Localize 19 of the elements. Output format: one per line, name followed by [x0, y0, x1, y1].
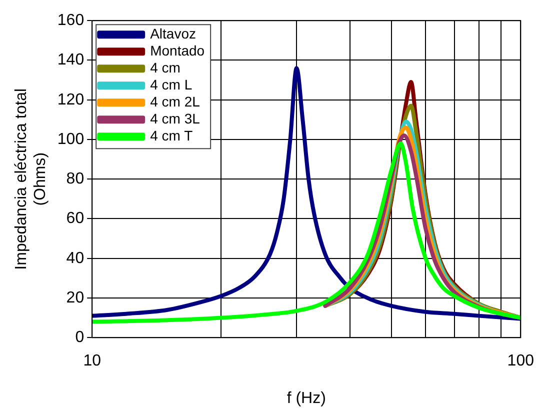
y-tick-label: 40: [66, 250, 84, 267]
y-tick-label: 140: [57, 52, 84, 69]
x-tick-label: 10: [83, 352, 102, 370]
y-tick-label: 60: [66, 210, 84, 228]
y-tick-label: 100: [57, 130, 84, 148]
y-tick-label: 80: [66, 170, 84, 188]
legend-label: 4 cm T: [150, 127, 194, 144]
legend-label: Altavoz: [150, 25, 196, 42]
x-axis-title: f (Hz): [286, 390, 326, 407]
legend-label: 4 cm L: [150, 76, 192, 92]
legend-label: 4 cm 2L: [150, 93, 200, 110]
legend-label: 4 cm 3L: [150, 110, 200, 126]
y-axis-title: Impedancia eléctrica total (Ohms): [13, 88, 50, 270]
y-tick-label: 0: [75, 329, 84, 346]
y-tick-label: 20: [66, 289, 84, 306]
legend-label: 4 cm: [150, 59, 180, 76]
legend-label: Montado: [150, 42, 205, 58]
y-tick-label: 120: [57, 91, 84, 108]
y-tick-label: 160: [57, 12, 84, 30]
